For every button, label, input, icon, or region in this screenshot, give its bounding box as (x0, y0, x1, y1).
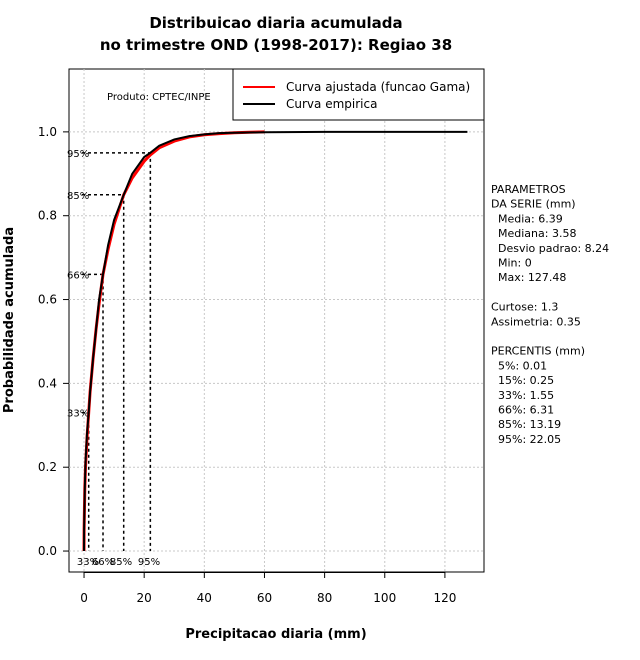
chart-title-line-2: no trimestre OND (1998-2017): Regiao 38 (100, 36, 452, 54)
percentile-label-y: 66% (67, 270, 89, 281)
legend-label-empirical: Curva empirica (286, 97, 377, 111)
stats-line: 85%: 13.19 (491, 418, 561, 431)
series-line-fitted (82, 130, 265, 552)
percentile-lines (82, 152, 152, 552)
stats-line: Curtose: 1.3 (491, 301, 558, 314)
series-group (82, 130, 468, 552)
chart-title-line-1: Distribuicao diaria acumulada (149, 14, 402, 32)
percentile-label-x: 66% (92, 557, 114, 568)
stats-line: PERCENTIS (mm) (491, 345, 585, 358)
grid (69, 69, 484, 572)
legend-label-fitted: Curva ajustada (funcao Gama) (286, 80, 470, 94)
stats-line: DA SERIE (mm) (491, 198, 576, 211)
x-tick-label: 100 (373, 591, 396, 605)
y-tick-label: 0.6 (38, 293, 57, 307)
stats-line: Assimetria: 0.35 (491, 315, 581, 328)
y-tick-label: 0.0 (38, 544, 57, 558)
percentile-label-x: 95% (138, 557, 160, 568)
stats-panel: PARAMETROS DA SERIE (mm) Media: 6.39 Medi… (491, 183, 609, 446)
axes: 0 20 40 60 80 100 120 0.0 0.2 0.4 0.6 0.8 1.0 (38, 125, 456, 605)
y-tick-label: 1.0 (38, 125, 57, 139)
legend-box (232, 68, 485, 121)
percentile-label-y: 33% (67, 409, 89, 420)
stats-line: Media: 6.39 (491, 212, 563, 225)
stats-line: 95%: 22.05 (491, 433, 561, 446)
x-tick-label: 40 (197, 591, 212, 605)
x-axis-label: Precipitacao diaria (mm) (185, 627, 366, 642)
stats-line: Max: 127.48 (491, 271, 566, 284)
plot-frame (68, 68, 485, 573)
x-tick-label: 20 (137, 591, 152, 605)
stats-line: 5%: 0.01 (491, 359, 547, 372)
stats-line: PARAMETROS (491, 183, 566, 196)
x-tick-label: 80 (317, 591, 332, 605)
stats-line: Mediana: 3.58 (491, 227, 576, 240)
y-tick-label: 0.4 (38, 376, 57, 390)
y-tick-label: 0.8 (38, 209, 57, 223)
series-line-empirical (83, 130, 468, 552)
y-axis-label: Probabilidade acumulada (2, 227, 17, 413)
percentile-label-y: 85% (67, 191, 89, 202)
product-label: Produto: CPTEC/INPE (107, 92, 211, 103)
percentile-label-x: 33% (77, 557, 99, 568)
x-tick-label: 60 (257, 591, 272, 605)
legend: Curva ajustada (funcao Gama) Curva empir… (232, 68, 485, 121)
stats-line: Desvio padrao: 8.24 (491, 242, 609, 255)
stats-line: Min: 0 (491, 257, 532, 270)
percentile-labels: 33%33%66%66%85%85%95%95% (67, 149, 160, 568)
x-tick-label: 120 (433, 591, 456, 605)
stats-line: 15%: 0.25 (491, 374, 554, 387)
stats-line: 66%: 6.31 (491, 404, 554, 417)
stats-line: 33%: 1.55 (491, 389, 554, 402)
x-tick-label: 0 (80, 591, 88, 605)
percentile-label-y: 95% (67, 149, 89, 160)
y-tick-label: 0.2 (38, 460, 57, 474)
percentile-label-x: 85% (110, 557, 132, 568)
